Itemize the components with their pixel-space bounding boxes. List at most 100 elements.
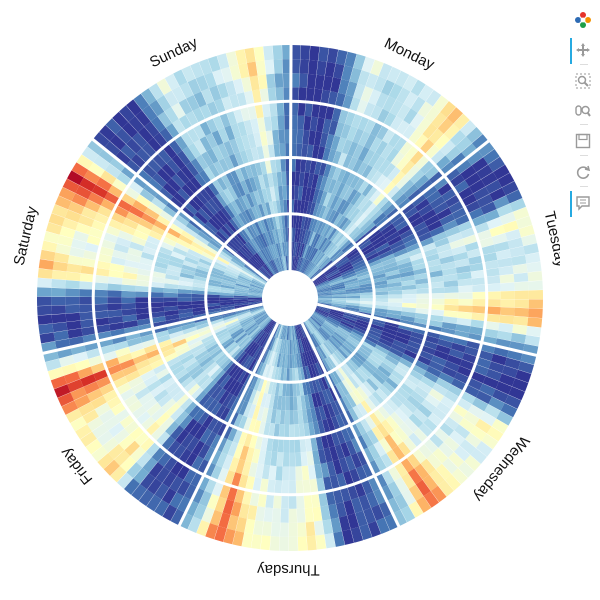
heatmap-cell [162, 205, 178, 219]
heatmap-cell [155, 431, 171, 447]
heatmap-cell [214, 525, 227, 542]
heatmap-cell [249, 162, 258, 177]
heatmap-cell [248, 239, 259, 253]
heatmap-cell [305, 437, 313, 452]
heatmap-cell [183, 330, 199, 339]
heatmap-cell [203, 446, 216, 463]
heatmap-cell [117, 472, 134, 489]
wheel-zoom-tool[interactable] [566, 99, 600, 125]
heatmap-cell [228, 456, 240, 473]
heatmap-cell [301, 243, 307, 258]
heatmap-cell [170, 460, 185, 476]
heatmap-cell [320, 375, 329, 390]
heatmap-cell [345, 287, 360, 292]
heatmap-cell [498, 322, 514, 333]
heatmap-cell [142, 246, 158, 256]
heatmap-cell [323, 264, 337, 275]
heatmap-cell [452, 403, 468, 418]
heatmap-cell [229, 94, 240, 110]
heatmap-cell [254, 103, 264, 119]
heatmap-cell [421, 242, 437, 253]
heatmap-cell [349, 228, 363, 241]
heatmap-cell [270, 115, 279, 131]
heatmap-cell [417, 403, 433, 418]
heatmap-cell [353, 261, 368, 271]
heatmap-cell [291, 73, 300, 88]
heatmap-cell [184, 452, 198, 468]
heatmap-cell [364, 252, 379, 262]
heatmap-cell [233, 382, 244, 398]
heatmap-cell [151, 320, 167, 329]
heatmap-cell [216, 372, 229, 386]
heatmap-cell [437, 249, 454, 259]
heatmap-cell [307, 319, 318, 332]
heatmap-cell [491, 418, 509, 434]
heatmap-cell [483, 148, 500, 165]
heatmap-cell [233, 78, 245, 95]
heatmap-cell [360, 292, 375, 296]
heatmap-cell [353, 83, 366, 100]
heatmap-cell [278, 325, 284, 339]
heatmap-cell [367, 329, 382, 338]
heatmap-cell [239, 271, 253, 280]
heatmap-cell [135, 279, 151, 287]
heatmap-cell [253, 311, 267, 321]
grid-ring [204, 212, 376, 384]
heatmap-cell [316, 146, 326, 162]
heatmap-cell [219, 295, 234, 298]
heatmap-cell [178, 312, 194, 319]
heatmap-cell [210, 385, 223, 400]
heatmap-cell [326, 270, 340, 279]
heatmap-cell [356, 367, 369, 381]
heatmap-cell [340, 427, 351, 443]
heatmap-cell [104, 163, 121, 179]
heatmap-cell [319, 326, 331, 338]
logo [566, 8, 600, 34]
heatmap-cell [90, 362, 107, 374]
heatmap-cell [380, 361, 395, 374]
hover-tool[interactable] [566, 191, 600, 217]
heatmap-cell [133, 229, 149, 241]
heatmap-cell [155, 467, 171, 484]
heatmap-cell [387, 235, 403, 246]
heatmap-cell [334, 121, 345, 138]
heatmap-cell [255, 60, 266, 76]
heatmap-cell [367, 520, 382, 538]
heatmap-cell [185, 333, 200, 343]
heatmap-cell [464, 241, 481, 252]
heatmap-cell [416, 496, 432, 513]
heatmap-cell [265, 408, 273, 423]
heatmap-cell [444, 167, 461, 182]
heatmap-cell [308, 350, 316, 365]
heatmap-cell [237, 277, 251, 284]
heatmap-cell [300, 451, 308, 467]
heatmap-cell [252, 276, 266, 285]
heatmap-cell [214, 388, 227, 403]
heatmap-cell [386, 185, 400, 200]
save-tool[interactable] [566, 129, 600, 155]
heatmap-cell [229, 168, 240, 184]
heatmap-cell [197, 325, 212, 334]
heatmap-cell [231, 329, 245, 340]
reset-tool[interactable] [566, 160, 600, 186]
heatmap-cell [96, 253, 113, 263]
box-zoom-tool[interactable] [566, 69, 600, 95]
heatmap-cell [117, 230, 134, 242]
heatmap-cell [302, 409, 309, 424]
heatmap-cell [477, 350, 494, 362]
heatmap-cell [209, 449, 222, 465]
heatmap-cell [382, 181, 396, 196]
pan-tool[interactable] [566, 38, 600, 64]
heatmap-cell [153, 220, 169, 232]
heatmap-cell [291, 101, 299, 116]
heatmap-cell [212, 114, 225, 131]
heatmap-cell [106, 363, 123, 376]
heatmap-cell [107, 290, 122, 297]
heatmap-cell [241, 76, 252, 93]
heatmap-cell [292, 227, 296, 243]
heatmap-cell [222, 376, 235, 391]
heatmap-cell [65, 312, 81, 322]
heatmap-cell [378, 337, 393, 348]
heatmap-cell [511, 378, 529, 392]
heatmap-cell [505, 228, 522, 241]
